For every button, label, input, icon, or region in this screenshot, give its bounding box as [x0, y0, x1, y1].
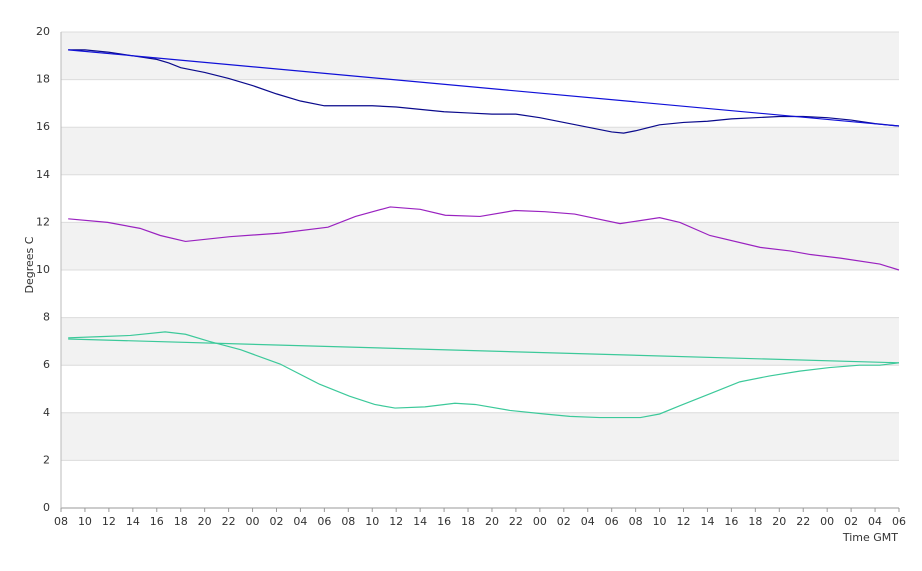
y-tick-label: 2	[43, 453, 50, 466]
y-tick-label: 14	[36, 168, 50, 181]
x-tick-label: 10	[653, 515, 667, 528]
x-tick-label: 02	[844, 515, 858, 528]
x-tick-label: 00	[246, 515, 260, 528]
x-tick-label: 00	[820, 515, 834, 528]
x-tick-label: 02	[557, 515, 571, 528]
x-tick-label: 18	[748, 515, 762, 528]
x-tick-label: 16	[724, 515, 738, 528]
x-axis-label: Time GMT	[842, 531, 898, 544]
x-tick-label: 06	[605, 515, 619, 528]
x-tick-label: 22	[796, 515, 810, 528]
grid-band	[61, 127, 899, 175]
series-line	[68, 338, 900, 364]
series-line	[68, 49, 900, 127]
x-tick-label: 16	[437, 515, 451, 528]
series-line	[68, 49, 900, 134]
x-tick-label: 12	[389, 515, 403, 528]
x-tick-label: 20	[772, 515, 786, 528]
series-line	[68, 206, 900, 271]
y-tick-label: 4	[43, 406, 50, 419]
y-tick-label: 18	[36, 73, 50, 86]
x-tick-label: 16	[150, 515, 164, 528]
x-tick-label: 06	[317, 515, 331, 528]
x-tick-label: 22	[222, 515, 236, 528]
series-line	[68, 331, 900, 419]
x-tick-label: 10	[365, 515, 379, 528]
y-tick-label: 0	[43, 501, 50, 514]
x-tick-label: 20	[198, 515, 212, 528]
x-tick-label: 02	[269, 515, 283, 528]
grid-band	[61, 32, 899, 80]
y-tick-label: 6	[43, 358, 50, 371]
grid-band	[61, 412, 899, 461]
y-axis-label: Degrees C	[23, 236, 36, 293]
x-tick-label: 08	[341, 515, 355, 528]
x-tick-label: 04	[868, 515, 882, 528]
x-tick-label: 18	[174, 515, 188, 528]
x-tick-label: 14	[413, 515, 427, 528]
y-tick-label: 10	[36, 263, 50, 276]
x-tick-label: 08	[54, 515, 68, 528]
x-tick-label: 08	[629, 515, 643, 528]
grid-band	[61, 317, 899, 366]
x-tick-label: 12	[677, 515, 691, 528]
x-tick-label: 14	[126, 515, 140, 528]
y-tick-label: 20	[36, 25, 50, 38]
x-tick-label: 14	[700, 515, 714, 528]
y-tick-label: 12	[36, 215, 50, 228]
grid-band	[61, 222, 899, 270]
y-tick-label: 16	[36, 120, 50, 133]
x-tick-label: 18	[461, 515, 475, 528]
x-tick-label: 10	[78, 515, 92, 528]
y-tick-label: 8	[43, 311, 50, 324]
x-tick-label: 06	[892, 515, 906, 528]
x-tick-label: 04	[581, 515, 595, 528]
x-tick-label: 20	[485, 515, 499, 528]
x-tick-label: 00	[533, 515, 547, 528]
x-tick-label: 04	[293, 515, 307, 528]
x-tick-label: 12	[102, 515, 116, 528]
x-tick-label: 22	[509, 515, 523, 528]
